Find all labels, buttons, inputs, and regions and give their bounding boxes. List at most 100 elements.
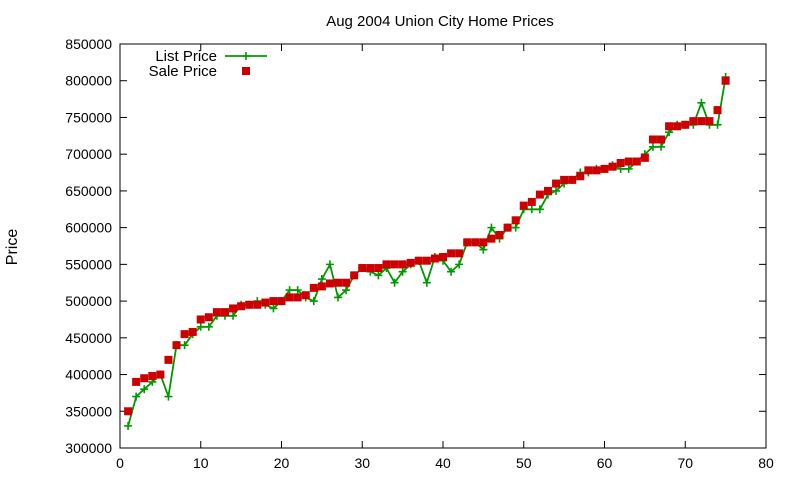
sale-price-point	[334, 278, 343, 287]
sale-price-point	[212, 308, 221, 317]
legend-label-list-price: List Price	[155, 48, 217, 65]
legend-marker-sale-price	[242, 67, 250, 75]
y-tick-label: 650000	[65, 183, 112, 199]
list-price-point	[140, 385, 149, 394]
sale-price-point	[277, 297, 286, 306]
list-price-point	[374, 271, 383, 280]
list-price-point	[132, 392, 141, 401]
x-tick-label: 40	[435, 455, 451, 471]
list-price-point	[479, 245, 488, 254]
list-price-line	[127, 76, 727, 427]
sale-price-point	[616, 158, 625, 167]
list-price-point	[325, 260, 334, 269]
list-price-point	[697, 98, 706, 107]
sale-price-point	[721, 76, 730, 85]
list-price-point	[648, 142, 657, 151]
sale-price-point	[188, 327, 197, 336]
sale-price-point	[657, 135, 666, 144]
sale-price-point	[132, 377, 141, 386]
sale-price-point	[463, 238, 472, 247]
list-price-point	[447, 267, 456, 276]
sale-price-point	[124, 407, 133, 416]
y-tick-label: 850000	[65, 36, 112, 52]
list-price-point	[204, 322, 213, 331]
sale-price-point	[543, 186, 552, 195]
sale-price-point	[568, 175, 577, 184]
y-tick-label: 600000	[65, 220, 112, 236]
sale-price-point	[439, 253, 447, 262]
sale-price-point	[422, 256, 431, 265]
sale-price-point	[665, 122, 674, 131]
sale-price-point	[342, 278, 351, 287]
x-axis: 0 10 20 30 40 50 60 70 80	[116, 44, 774, 471]
sale-price-point	[479, 238, 488, 247]
sale-price-point	[172, 341, 181, 350]
list-price-point	[285, 286, 294, 295]
sale-price-point	[301, 291, 310, 300]
list-price-point	[334, 293, 343, 302]
sale-price-point	[503, 223, 512, 232]
list-price-point	[527, 205, 536, 214]
x-tick-label: 0	[116, 455, 124, 471]
sale-price-point	[196, 315, 205, 324]
list-price-point	[180, 341, 189, 350]
sale-price-point	[576, 172, 585, 181]
y-axis: 300000 350000 400000 450000 500000 550000 6000…	[65, 36, 766, 456]
sale-price-point	[640, 153, 649, 162]
x-tick-label: 30	[354, 455, 370, 471]
x-tick-label: 80	[758, 455, 774, 471]
sale-price-point	[358, 264, 367, 273]
sale-price-point	[592, 166, 601, 175]
sale-price-point	[180, 330, 189, 339]
x-tick-label: 10	[193, 455, 209, 471]
y-tick-label: 450000	[65, 330, 112, 346]
list-price-point	[269, 304, 278, 313]
sale-price-point	[600, 164, 609, 173]
sale-price-point	[350, 271, 359, 280]
x-tick-label: 20	[274, 455, 290, 471]
sale-price-point	[220, 308, 229, 317]
sale-price-point	[261, 298, 270, 307]
list-price-point	[390, 278, 399, 287]
sale-price-point	[681, 120, 690, 129]
sale-price-point	[317, 282, 326, 291]
list-price-point	[196, 322, 205, 331]
sale-price-point	[447, 249, 456, 258]
x-tick-label: 60	[597, 455, 613, 471]
sale-price-point	[697, 117, 706, 126]
x-tick-label: 50	[516, 455, 532, 471]
sale-price-point	[705, 117, 714, 126]
list-price-point	[624, 164, 633, 173]
sale-price-point	[584, 166, 593, 175]
sale-price-point	[164, 355, 173, 364]
sale-price-point	[325, 279, 334, 288]
sale-price-point	[455, 249, 464, 258]
y-tick-label: 550000	[65, 256, 112, 272]
sale-price-point	[253, 300, 262, 309]
sale-price-point	[245, 300, 254, 309]
list-price-point	[398, 267, 407, 276]
sale-price-point	[374, 264, 383, 273]
sale-price-point	[156, 370, 165, 379]
sale-price-point	[519, 201, 528, 210]
list-price-point	[229, 311, 238, 320]
sale-price-point	[713, 106, 722, 115]
y-tick-label: 700000	[65, 146, 112, 162]
list-price-point	[293, 286, 302, 295]
list-price-point	[713, 120, 722, 129]
y-tick-label: 300000	[65, 440, 112, 456]
sale-price-point	[406, 258, 415, 267]
list-price-point	[455, 260, 464, 269]
list-price-point	[552, 186, 561, 195]
legend-marker-list-price	[242, 52, 250, 60]
sale-price-point	[511, 216, 520, 225]
chart-title: Aug 2004 Union City Home Prices	[326, 13, 554, 30]
sale-price-point	[648, 135, 657, 144]
x-tick-label: 70	[677, 455, 693, 471]
sale-price-point	[624, 157, 633, 166]
sale-price-point	[673, 122, 682, 131]
sale-price-point	[237, 302, 246, 311]
sale-price-point	[495, 230, 504, 239]
sale-price-point	[204, 313, 213, 322]
